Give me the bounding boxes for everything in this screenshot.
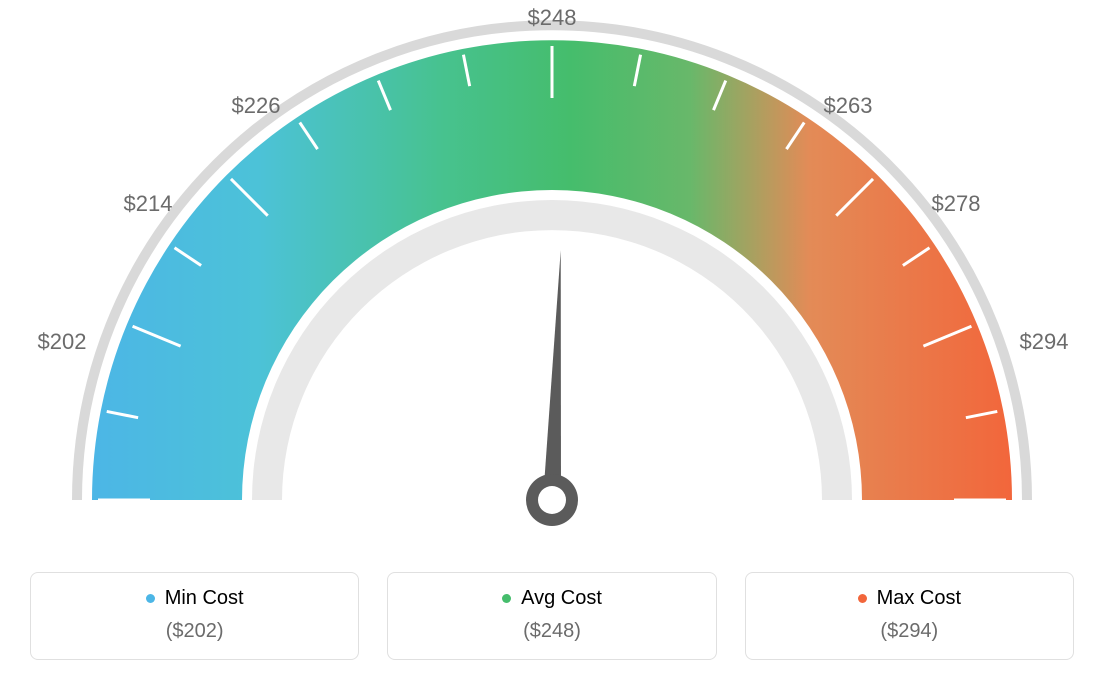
gauge-chart: $202 $214 $226 $248 $263 $278 $294 (0, 0, 1104, 560)
legend-row: Min Cost ($202) Avg Cost ($248) Max Cost… (0, 572, 1104, 660)
legend-avg-title: Avg Cost (502, 587, 602, 610)
gauge-svg (0, 0, 1104, 560)
legend-max-card: Max Cost ($294) (745, 572, 1074, 660)
legend-avg-card: Avg Cost ($248) (387, 572, 716, 660)
legend-min-title: Min Cost (146, 587, 244, 610)
legend-max-value: ($294) (756, 620, 1063, 643)
legend-max-dot (858, 594, 867, 603)
gauge-tick-label: $202 (38, 329, 87, 355)
legend-avg-label: Avg Cost (521, 587, 602, 610)
gauge-tick-label: $294 (1020, 329, 1069, 355)
gauge-tick-label: $248 (528, 5, 577, 31)
legend-min-dot (146, 594, 155, 603)
gauge-needle (543, 250, 561, 500)
legend-avg-dot (502, 594, 511, 603)
gauge-tick-label: $214 (124, 191, 173, 217)
legend-max-title: Max Cost (858, 587, 961, 610)
legend-min-value: ($202) (41, 620, 348, 643)
legend-min-label: Min Cost (165, 587, 244, 610)
legend-min-card: Min Cost ($202) (30, 572, 359, 660)
gauge-tick-label: $278 (932, 191, 981, 217)
gauge-tick-label: $263 (824, 93, 873, 119)
legend-max-label: Max Cost (877, 587, 961, 610)
gauge-tick-label: $226 (232, 93, 281, 119)
legend-avg-value: ($248) (398, 620, 705, 643)
gauge-hub-inner (538, 486, 566, 514)
